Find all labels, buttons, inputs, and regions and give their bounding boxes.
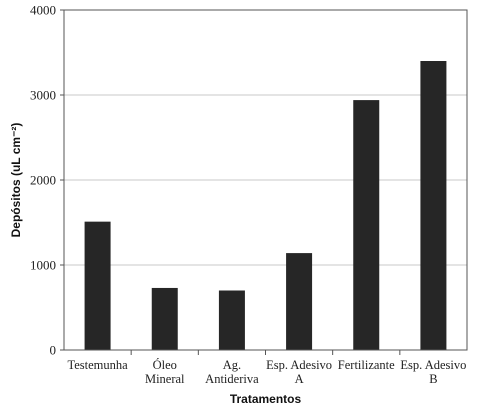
y-axis-title: Depósitos (uL cm⁻²) [9,123,23,238]
x-tick-label: B [429,372,437,386]
bars [84,61,447,350]
x-tick-label: A [295,372,304,386]
x-axis-title: Tratamentos [230,392,302,406]
x-tick-label: Óleo [153,358,177,372]
x-tick-label: Ag. [223,358,241,372]
x-tick-label: Mineral [145,372,185,386]
y-tick-label: 4000 [30,3,56,18]
bar [353,100,380,350]
x-tick-label: Esp. Adesivo [266,358,332,372]
y-tick-label: 2000 [30,173,56,188]
bar [151,287,178,350]
x-tick-label: Testemunha [67,358,128,372]
y-tick-label: 0 [50,343,57,358]
bar [84,221,111,350]
bar [286,253,313,350]
y-tick-label: 1000 [30,258,56,273]
x-tick-label: Fertilizante [338,358,395,372]
bar [420,61,447,350]
x-tick-label: Antideriva [205,372,259,386]
grid-lines [64,94,467,266]
y-axis-ticks: 0 1000 2000 3000 4000 [30,3,64,358]
bar [218,290,245,350]
y-tick-label: 3000 [30,88,56,103]
x-tick-label: Esp. Adesivo [400,358,466,372]
